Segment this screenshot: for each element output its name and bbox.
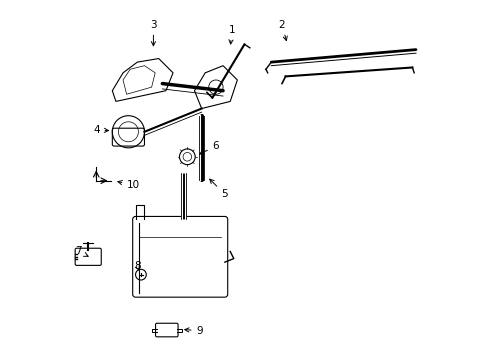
Text: 9: 9 bbox=[184, 326, 203, 336]
Text: 4: 4 bbox=[93, 125, 108, 135]
Text: 5: 5 bbox=[209, 179, 228, 199]
Text: 2: 2 bbox=[278, 19, 286, 41]
Text: 3: 3 bbox=[150, 19, 156, 46]
Text: 6: 6 bbox=[199, 141, 219, 154]
Text: 7: 7 bbox=[75, 247, 88, 256]
Text: 8: 8 bbox=[134, 261, 141, 271]
Text: 10: 10 bbox=[118, 180, 140, 190]
Text: 1: 1 bbox=[228, 25, 235, 44]
